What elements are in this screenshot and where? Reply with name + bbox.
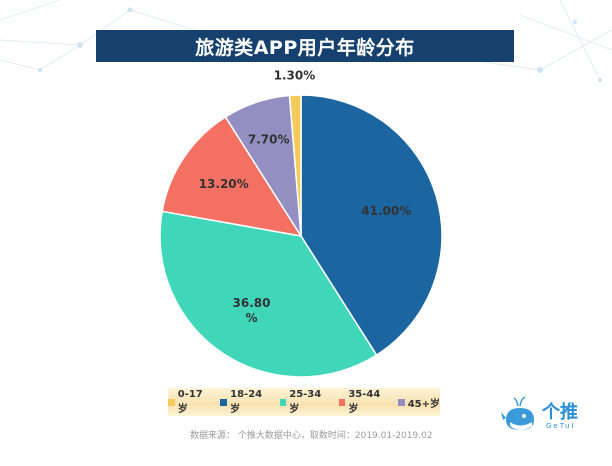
brand-logo: 个推 GeTuI — [500, 396, 592, 436]
pie-slice — [288, 94, 302, 237]
chart-title: 旅游类APP用户年龄分布 — [195, 36, 415, 59]
pie-slice — [159, 210, 378, 378]
logo-name: 个推 — [542, 402, 578, 423]
legend-item: 45+岁 — [397, 395, 440, 410]
slice-label: 36.80% — [233, 296, 271, 325]
pie-slice — [300, 94, 443, 357]
slice-label: 1.30% — [274, 68, 316, 82]
pie-slice — [161, 115, 303, 238]
chart-title-bar: 旅游类APP用户年龄分布 — [96, 30, 514, 62]
legend-label: 18-24岁 — [230, 389, 263, 415]
legend-swatch — [279, 398, 287, 406]
legend-item: 0-17岁 — [168, 389, 211, 415]
legend-label: 0-17岁 — [177, 389, 203, 415]
slice-label: 7.70% — [248, 133, 290, 147]
slice-label: 13.20% — [199, 177, 249, 191]
legend-item: 25-34岁 — [279, 389, 330, 415]
data-source-note: 数据来源： 个推大数据中心，取数时间：2019.01-2019.02 — [190, 431, 433, 441]
logo-subtitle: GeTuI — [546, 422, 576, 430]
legend-swatch — [168, 398, 175, 406]
chart-legend: 0-17岁 18-24岁 25-34岁 35-44岁 45+岁 — [168, 388, 440, 416]
legend-label: 35-44岁 — [348, 389, 381, 415]
legend-swatch — [338, 398, 346, 406]
slice-label: 41.00% — [361, 204, 411, 218]
legend-label: 25-34岁 — [289, 389, 322, 415]
legend-label: 45+岁 — [407, 398, 440, 410]
whale-logo-icon — [501, 396, 534, 430]
legend-swatch — [397, 398, 405, 406]
legend-item: 18-24岁 — [220, 389, 270, 415]
legend-item: 35-44岁 — [338, 389, 389, 415]
legend-swatch — [220, 398, 228, 406]
